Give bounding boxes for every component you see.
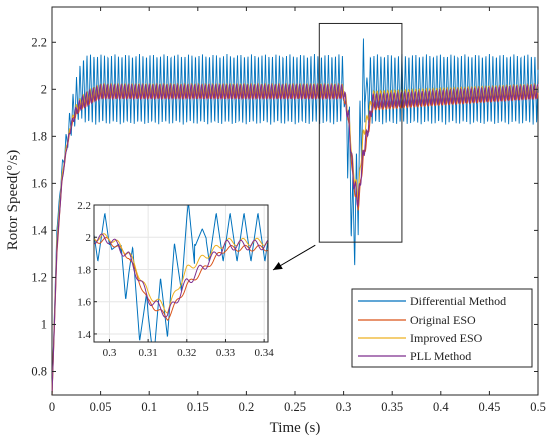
- legend: Differential Method Original ESO Improve…: [351, 288, 533, 368]
- x-axis-label: Time (s): [270, 420, 321, 436]
- inset-x-tick-label: 0.33: [216, 347, 236, 359]
- x-tick-label: 0.2: [239, 400, 255, 414]
- main-series-group: [51, 38, 539, 396]
- y-axis-label: Rotor Speed(°/s): [5, 150, 21, 251]
- x-tick-label: 0.35: [381, 400, 403, 414]
- x-tick-label: 0.5: [530, 400, 546, 414]
- legend-box: [351, 288, 533, 368]
- y-tick-label: 0.8: [31, 364, 47, 378]
- inset-x-tick-label: 0.3: [103, 347, 117, 359]
- inset-line-differential: [93, 204, 269, 343]
- main-ticks-group: 0 0.05 0.1 0.15 0.2 0.25 0.3 0.35 0.4 0.45 0.5 0.8 1…: [31, 7, 546, 414]
- inset-y-tick-label: 1.6: [77, 297, 91, 309]
- inset-y-tick-label: 1.8: [77, 264, 91, 276]
- inset-x-tick-label: 0.34: [255, 347, 275, 359]
- inset-series-group: [93, 204, 269, 343]
- legend-label-differential: Differential Method: [410, 294, 506, 308]
- series-line-pll: [51, 82, 539, 396]
- inset-ticks-group: 0.3 0.31 0.32 0.33 0.34 1.4 1.6 1.8 2 2.2: [77, 200, 274, 359]
- x-tick-label: 0.15: [187, 400, 209, 414]
- inset-x-tick-label: 0.31: [139, 347, 158, 359]
- inset-x-tick-label: 0.32: [177, 347, 196, 359]
- y-tick-label: 1.6: [31, 176, 47, 190]
- y-tick-label: 1.8: [31, 129, 47, 143]
- y-tick-label: 1: [41, 317, 47, 331]
- x-tick-label: 0: [49, 400, 55, 414]
- inset-y-tick-label: 1.4: [77, 329, 91, 341]
- inset-y-tick-label: 2.2: [77, 200, 91, 212]
- x-tick-label: 0.45: [478, 400, 500, 414]
- legend-label-improved-eso: Improved ESO: [410, 331, 483, 345]
- x-tick-label: 0.25: [284, 400, 306, 414]
- x-tick-label: 0.1: [141, 400, 157, 414]
- zoom-region-box: [318, 22, 403, 243]
- y-tick-label: 1.4: [31, 223, 47, 237]
- legend-label-original-eso: Original ESO: [410, 313, 476, 327]
- y-tick-label: 1.2: [31, 270, 47, 284]
- y-tick-label: 2: [41, 82, 47, 96]
- legend-label-pll: PLL Method: [410, 349, 471, 363]
- y-tick-label: 2.2: [31, 35, 47, 49]
- zoom-arrow-head: [273, 262, 283, 270]
- x-tick-label: 0.05: [90, 400, 112, 414]
- inset-plot-area: [93, 204, 269, 343]
- x-tick-label: 0.3: [336, 400, 352, 414]
- inset-line-pll: [93, 233, 269, 318]
- x-tick-label: 0.4: [433, 400, 449, 414]
- inset-y-tick-label: 2: [86, 232, 92, 244]
